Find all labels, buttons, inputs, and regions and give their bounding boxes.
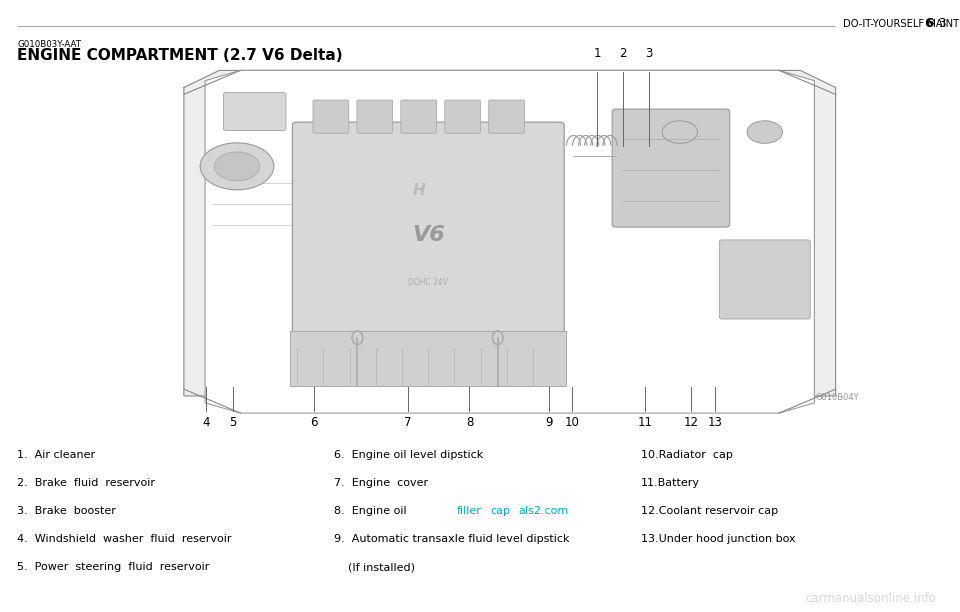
- Text: DO-IT-YOURSELF MAINTENANCE: DO-IT-YOURSELF MAINTENANCE: [843, 19, 960, 29]
- Text: (If installed): (If installed): [334, 562, 415, 572]
- Text: 5.  Power  steering  fluid  reservoir: 5. Power steering fluid reservoir: [17, 562, 209, 572]
- Circle shape: [200, 143, 274, 190]
- Bar: [156, 70, 864, 413]
- Text: 1: 1: [593, 47, 601, 61]
- FancyBboxPatch shape: [224, 92, 286, 130]
- Text: ENGINE COMPARTMENT (2.7 V6 Delta): ENGINE COMPARTMENT (2.7 V6 Delta): [17, 48, 343, 64]
- Circle shape: [214, 152, 259, 181]
- Text: 2: 2: [619, 47, 627, 61]
- Text: 8.  Engine oil: 8. Engine oil: [334, 506, 410, 516]
- Text: 7: 7: [404, 416, 412, 429]
- Text: 11: 11: [637, 416, 653, 429]
- Text: 4: 4: [203, 416, 210, 429]
- Text: 6: 6: [310, 416, 318, 429]
- Text: carmanualsonline.info: carmanualsonline.info: [805, 592, 936, 605]
- FancyBboxPatch shape: [612, 109, 730, 227]
- FancyBboxPatch shape: [489, 100, 524, 133]
- Text: 13.Under hood junction box: 13.Under hood junction box: [641, 534, 796, 544]
- Text: 4.  Windshield  washer  fluid  reservoir: 4. Windshield washer fluid reservoir: [17, 534, 231, 544]
- Text: V6: V6: [412, 225, 444, 245]
- Circle shape: [662, 121, 698, 143]
- Text: 12: 12: [684, 416, 699, 429]
- Text: 9.  Automatic transaxle fluid level dipstick: 9. Automatic transaxle fluid level dipst…: [334, 534, 569, 544]
- Text: 10.Radiator  cap: 10.Radiator cap: [641, 450, 733, 460]
- Polygon shape: [184, 70, 835, 396]
- FancyBboxPatch shape: [719, 240, 810, 319]
- Text: H: H: [413, 183, 425, 198]
- Text: 3: 3: [645, 47, 653, 61]
- FancyBboxPatch shape: [401, 100, 437, 133]
- Bar: [290, 331, 566, 386]
- Text: - 3: - 3: [931, 17, 947, 30]
- Text: 10: 10: [564, 416, 580, 429]
- Text: 13: 13: [708, 416, 723, 429]
- Text: 1.  Air cleaner: 1. Air cleaner: [17, 450, 95, 460]
- Text: 6.  Engine oil level dipstick: 6. Engine oil level dipstick: [334, 450, 483, 460]
- FancyBboxPatch shape: [313, 100, 348, 133]
- Text: 12.Coolant reservoir cap: 12.Coolant reservoir cap: [641, 506, 779, 516]
- Circle shape: [747, 121, 782, 143]
- Text: cap: cap: [491, 506, 511, 516]
- Text: filler: filler: [457, 506, 482, 516]
- Text: als2.com: als2.com: [518, 506, 568, 516]
- FancyBboxPatch shape: [293, 122, 564, 341]
- Text: 3.  Brake  booster: 3. Brake booster: [17, 506, 116, 516]
- Text: G010B04Y: G010B04Y: [816, 393, 859, 402]
- Text: DOHC 24V: DOHC 24V: [408, 278, 448, 288]
- Text: 11.Battery: 11.Battery: [641, 478, 700, 488]
- Polygon shape: [205, 70, 814, 413]
- Text: 2.  Brake  fluid  reservoir: 2. Brake fluid reservoir: [17, 478, 156, 488]
- Text: 5: 5: [229, 416, 237, 429]
- Text: 9: 9: [545, 416, 553, 429]
- Text: 6: 6: [924, 17, 934, 30]
- FancyBboxPatch shape: [444, 100, 481, 133]
- Text: 7.  Engine  cover: 7. Engine cover: [334, 478, 428, 488]
- FancyBboxPatch shape: [357, 100, 393, 133]
- Text: 8: 8: [466, 416, 473, 429]
- Text: G010B03Y-AAT: G010B03Y-AAT: [17, 40, 82, 49]
